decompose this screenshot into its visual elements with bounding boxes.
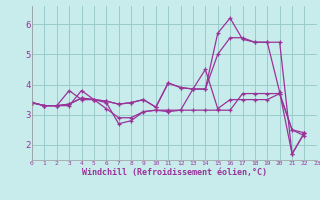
X-axis label: Windchill (Refroidissement éolien,°C): Windchill (Refroidissement éolien,°C) xyxy=(82,168,267,177)
